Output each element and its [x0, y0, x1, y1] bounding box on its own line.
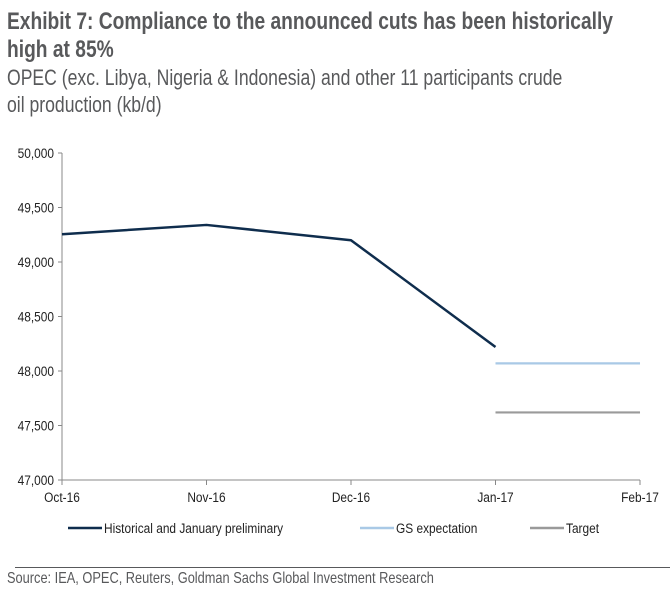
y-tick-label: 48,000 [18, 363, 54, 379]
title-line-1: Exhibit 7: Compliance to the announced c… [7, 8, 613, 35]
source-note: Source: IEA, OPEC, Reuters, Goldman Sach… [7, 570, 434, 587]
y-tick-label: 47,500 [18, 418, 54, 434]
y-tick-label: 49,500 [18, 200, 54, 216]
chart-title: Exhibit 7: Compliance to the announced c… [7, 8, 613, 64]
x-tick-label: Oct-16 [44, 489, 80, 505]
subtitle-line-2: oil production (kb/d) [7, 92, 162, 117]
x-tick-label: Feb-17 [621, 489, 659, 505]
divider [15, 567, 670, 568]
x-tick-label: Jan-17 [477, 489, 513, 505]
legend-label-0: Historical and January preliminary [104, 520, 284, 536]
y-tick-label: 49,000 [18, 254, 54, 270]
chart-subtitle: OPEC (exc. Libya, Nigeria & Indonesia) a… [7, 64, 562, 118]
x-tick-label: Dec-16 [332, 489, 370, 505]
series-line-0 [61, 223, 497, 349]
legend-label-2: Target [566, 520, 599, 536]
x-tick-label: Nov-16 [187, 489, 225, 505]
subtitle-line-1: OPEC (exc. Libya, Nigeria & Indonesia) a… [7, 65, 563, 90]
legend-label-1: GS expectation [396, 520, 477, 536]
line-chart: 47,000 47,500 48,000 48,500 49,000 49,500 50,0… [18, 145, 659, 536]
y-tick-label: 47,000 [18, 472, 54, 488]
title-line-2: high at 85% [7, 36, 114, 63]
y-tick-label: 50,000 [18, 145, 54, 161]
y-tick-label: 48,500 [18, 309, 54, 325]
